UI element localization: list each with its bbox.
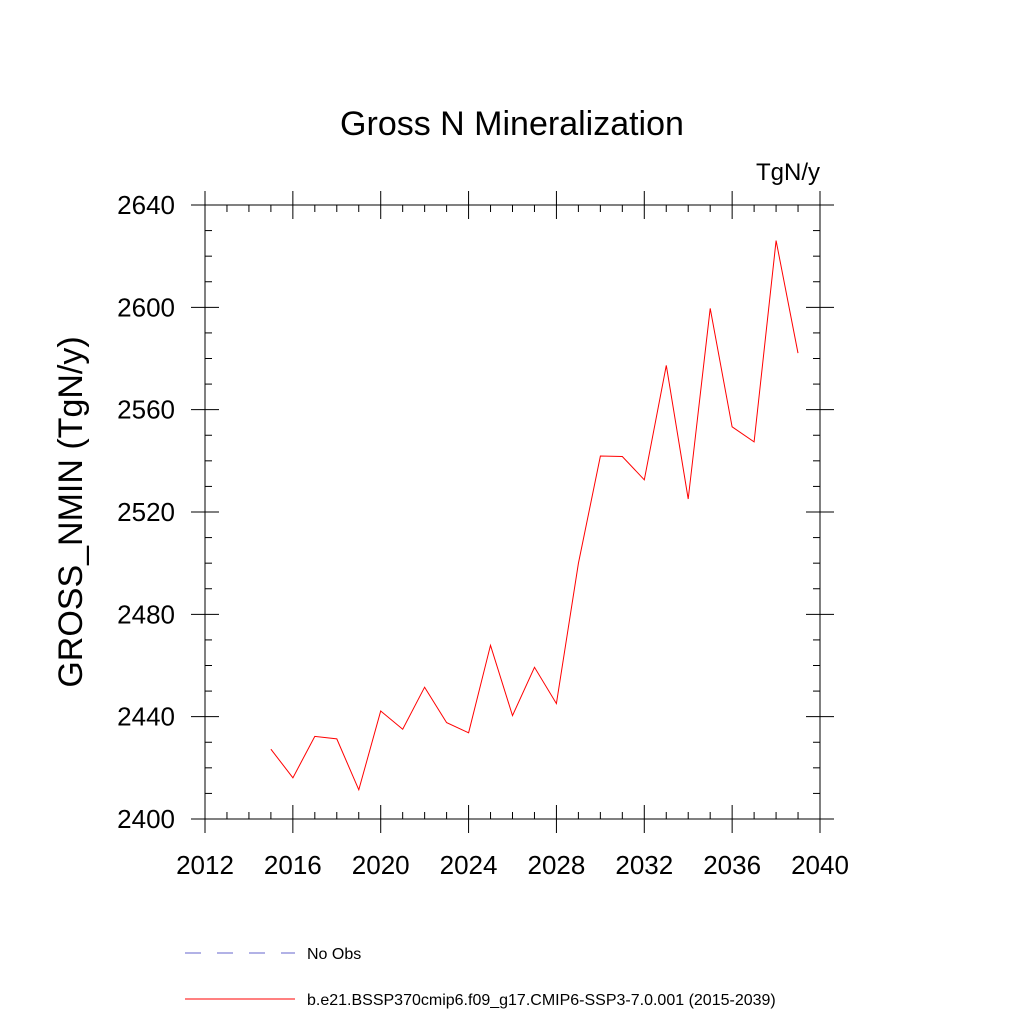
series-line [270, 240, 799, 792]
y-tick-label: 2560 [117, 395, 175, 425]
legend-item-no-obs: No Obs [185, 946, 361, 963]
major-ticks [191, 191, 834, 833]
legend-item-series: b.e21.BSSP370cmip6.f09_g17.CMIP6-SSP3-7.… [185, 992, 776, 1009]
legend: No Obs b.e21.BSSP370cmip6.f09_g17.CMIP6-… [185, 946, 776, 1009]
x-tick-label: 2032 [615, 850, 673, 880]
y-tick-label: 2400 [117, 804, 175, 834]
series-lines [270, 240, 799, 792]
y-tick-labels: 2400 2440 2480 2520 2560 2600 2640 [117, 190, 175, 834]
minor-ticks [205, 205, 820, 819]
plot-frame [204, 204, 821, 820]
y-tick-label: 2640 [117, 190, 175, 220]
y-axis-label: GROSS_NMIN (TgN/y) [52, 336, 90, 687]
legend-label-no-obs: No Obs [307, 946, 361, 963]
x-tick-label: 2016 [264, 850, 322, 880]
y-tick-label: 2520 [117, 497, 175, 527]
y-tick-label: 2600 [117, 292, 175, 322]
x-tick-labels: 2012 2016 2020 2024 2028 2032 2036 2040 [176, 850, 849, 880]
units-label: TgN/y [756, 159, 820, 186]
y-tick-label: 2480 [117, 599, 175, 629]
x-tick-label: 2028 [528, 850, 586, 880]
legend-label-series: b.e21.BSSP370cmip6.f09_g17.CMIP6-SSP3-7.… [307, 992, 776, 1009]
y-tick-label: 2440 [117, 702, 175, 732]
x-tick-label: 2020 [352, 850, 410, 880]
x-tick-label: 2040 [791, 850, 849, 880]
x-tick-label: 2024 [440, 850, 498, 880]
x-tick-label: 2036 [703, 850, 761, 880]
chart-title: Gross N Mineralization [340, 105, 684, 143]
x-tick-label: 2012 [176, 850, 234, 880]
